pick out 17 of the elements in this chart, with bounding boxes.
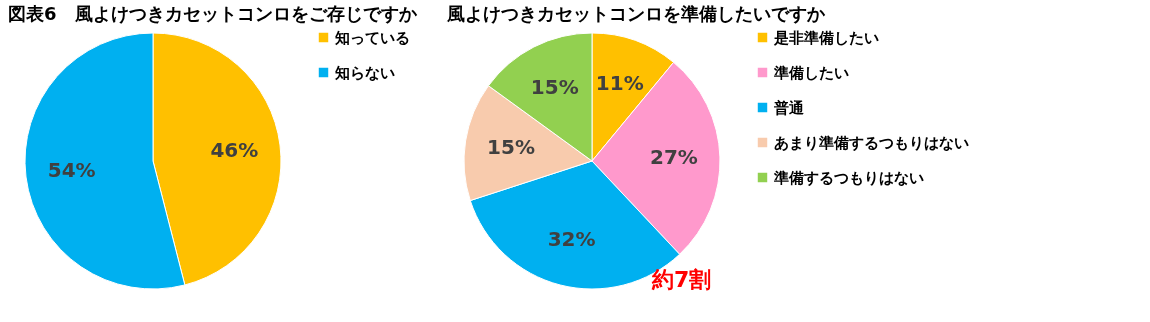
data-label: 15%	[487, 135, 535, 160]
legend-label: 準備したい	[773, 63, 849, 82]
data-label: 27%	[650, 145, 698, 170]
legend-label: 是非準備したい	[773, 28, 879, 47]
chart-title: 図表6 風よけつきカセットコンロをご存じですか	[8, 3, 418, 24]
data-label: 46%	[210, 137, 259, 162]
data-label: 54%	[47, 158, 96, 183]
legend-label: 準備するつもりはない	[773, 168, 924, 187]
data-label: 32%	[547, 227, 596, 252]
legend-label: 知っている	[334, 28, 410, 47]
legend-label: 普通	[773, 98, 805, 117]
text: 約7割	[651, 267, 712, 292]
data-label: 15%	[530, 74, 579, 99]
chart-title: 風よけつきカセットコンロを準備したいですか	[446, 3, 826, 24]
legend-label: 知らない	[334, 63, 395, 82]
legend-label: あまり準備するつもりはない	[774, 133, 969, 152]
data-label: 11%	[595, 70, 644, 95]
